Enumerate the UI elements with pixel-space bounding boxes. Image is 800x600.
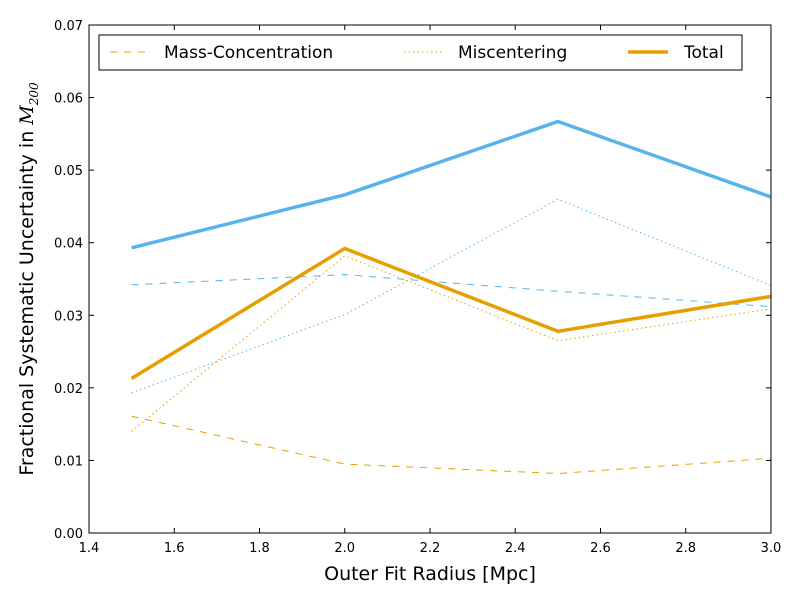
series-line-2 xyxy=(131,198,772,394)
tick-layer: 1.4 1.6 1.8 2.0 2.2 2.4 2.6 2.8 3.0 0.00 0.01 0.02 0… xyxy=(54,19,781,556)
y-tick-label: 0.07 xyxy=(54,19,83,34)
series-line-0 xyxy=(131,119,772,250)
x-tick-label: 2.0 xyxy=(334,541,355,556)
y-tick-label: 0.01 xyxy=(54,454,83,469)
y-axis-label-subscript: 200 xyxy=(27,82,41,106)
y-axis-label: Fractional Systematic Uncertainty in M20… xyxy=(16,82,41,476)
y-axis-label-text: Fractional Systematic Uncertainty in xyxy=(16,125,38,476)
series-line-4 xyxy=(131,415,772,475)
legend-label: Miscentering xyxy=(458,43,567,63)
x-tick-label: 3.0 xyxy=(761,541,782,556)
y-tick-label: 0.05 xyxy=(54,164,83,179)
x-tick-label: 1.8 xyxy=(249,541,270,556)
y-tick-label: 0.04 xyxy=(54,237,83,252)
x-tick-label: 1.4 xyxy=(79,541,100,556)
x-tick-label: 1.6 xyxy=(164,541,185,556)
series-line-5 xyxy=(131,255,772,432)
y-tick-label: 0.02 xyxy=(54,382,83,397)
y-tick-label: 0.03 xyxy=(54,309,83,324)
x-tick-label: 2.2 xyxy=(420,541,441,556)
series-line-3 xyxy=(130,246,772,380)
series-line-1 xyxy=(131,274,772,308)
series-layer xyxy=(130,119,772,475)
y-tick-label: 0.06 xyxy=(54,92,83,107)
x-axis-label: Outer Fit Radius [Mpc] xyxy=(324,563,536,585)
legend-label: Total xyxy=(683,43,724,63)
x-tick-label: 2.8 xyxy=(675,541,696,556)
y-axis-label-math: M xyxy=(16,105,38,126)
y-tick-label: 0.00 xyxy=(54,527,83,542)
x-tick-label: 2.4 xyxy=(505,541,526,556)
legend: Mass-Concentration Miscentering Total xyxy=(98,34,743,71)
x-tick-label: 2.6 xyxy=(590,541,611,556)
legend-label: Mass-Concentration xyxy=(164,43,333,63)
